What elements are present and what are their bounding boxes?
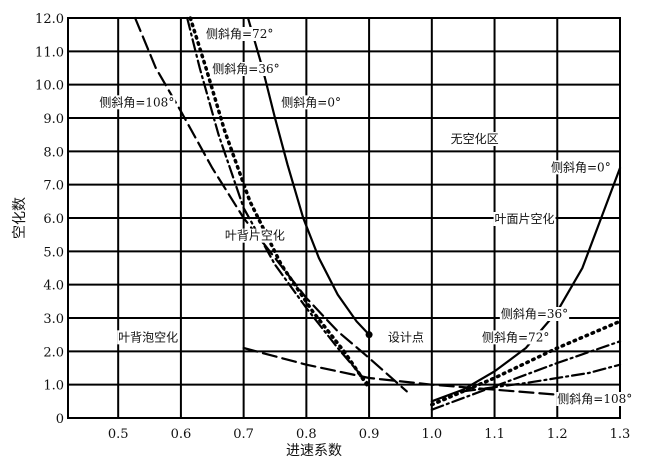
y-tick-label: 2.0 <box>43 345 64 360</box>
annotation-background <box>449 132 500 146</box>
series-line <box>462 363 622 393</box>
annotation-background <box>493 212 556 226</box>
annotation-label: 叶面片空化 <box>495 212 555 226</box>
annotation-label: 侧斜角=36° <box>212 62 279 76</box>
annotation-label: 侧斜角=0° <box>281 95 341 109</box>
annotation-label: 侧斜角=36° <box>501 307 568 321</box>
y-tick-label: 6.0 <box>43 212 64 227</box>
y-tick-label: 12.0 <box>35 12 64 27</box>
x-tick-label: 0.5 <box>108 427 129 442</box>
series-line <box>242 346 559 396</box>
y-tick-label: 11.0 <box>35 45 64 60</box>
annotation-background <box>205 27 275 41</box>
series-line <box>246 16 371 336</box>
x-tick-label: 1.3 <box>610 427 631 442</box>
annotation-label: 侧斜角=108° <box>99 95 174 109</box>
annotation-label: 叶背片空化 <box>225 229 285 243</box>
annotation-label: 无空化区 <box>451 132 499 146</box>
y-tick-label: 8.0 <box>43 145 64 160</box>
y-tick-label: 4.0 <box>43 279 64 294</box>
annotation-background <box>499 307 570 321</box>
x-axis-label: 进速系数 <box>286 443 342 459</box>
design-point-marker <box>365 331 373 339</box>
annotation-background <box>211 62 281 76</box>
annotation-label: 侧斜角=108° <box>557 392 632 406</box>
annotation-label: 侧斜角=0° <box>551 160 611 174</box>
y-tick-label: 7.0 <box>43 179 64 194</box>
annotation-background <box>117 330 180 345</box>
y-tick-label: 5.0 <box>43 245 64 260</box>
y-tick-label: 1.0 <box>43 379 64 394</box>
y-tick-label: 10.0 <box>35 79 64 94</box>
annotation-background <box>550 160 612 175</box>
annotation-label: 侧斜角=72° <box>482 330 549 344</box>
y-axis-label: 空化数 <box>12 197 28 239</box>
series-line <box>430 166 622 403</box>
x-tick-label: 0.6 <box>171 427 192 442</box>
x-tick-label: 1.1 <box>484 427 505 442</box>
annotation-background <box>98 95 176 110</box>
x-tick-label: 0.7 <box>233 427 254 442</box>
annotation-label: 叶背泡空化 <box>118 330 178 344</box>
y-tick-label: 0 <box>56 412 64 427</box>
y-tick-label: 9.0 <box>43 112 64 127</box>
x-tick-label: 1.0 <box>421 427 442 442</box>
annotation-background <box>223 228 286 243</box>
y-tick-label: 3.0 <box>43 312 64 327</box>
series-line <box>430 340 622 411</box>
x-tick-label: 1.2 <box>547 427 568 442</box>
annotation-background <box>280 95 342 110</box>
annotation-background <box>386 330 425 345</box>
annotation-label: 设计点 <box>388 330 424 344</box>
annotation-label: 侧斜角=72° <box>206 27 273 41</box>
x-tick-label: 0.8 <box>296 427 317 442</box>
x-tick-label: 0.9 <box>359 427 380 442</box>
annotation-background <box>556 392 634 406</box>
annotation-background <box>481 330 551 345</box>
